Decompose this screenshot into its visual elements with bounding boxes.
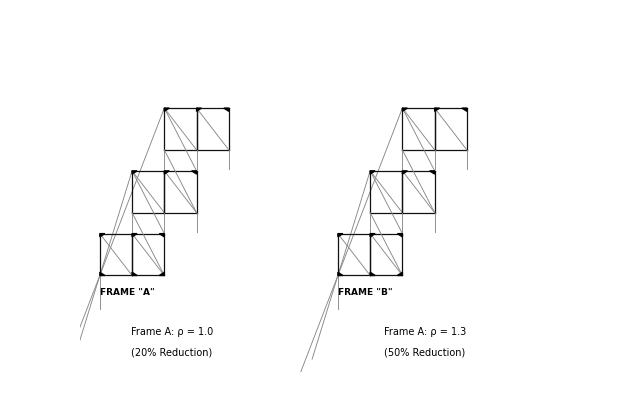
Polygon shape — [403, 108, 408, 111]
Polygon shape — [224, 108, 229, 111]
Polygon shape — [196, 108, 202, 111]
Polygon shape — [435, 108, 440, 111]
Text: FRAME "A": FRAME "A" — [100, 288, 155, 297]
Polygon shape — [100, 234, 105, 237]
Polygon shape — [370, 234, 375, 237]
Polygon shape — [370, 272, 375, 275]
Polygon shape — [132, 272, 137, 275]
Text: FRAME "B": FRAME "B" — [338, 288, 392, 297]
Text: (20% Reduction): (20% Reduction) — [131, 348, 212, 358]
Text: (50% Reduction): (50% Reduction) — [384, 348, 465, 358]
Polygon shape — [191, 171, 196, 174]
Polygon shape — [164, 171, 170, 174]
Polygon shape — [159, 234, 164, 237]
Polygon shape — [429, 171, 435, 174]
Polygon shape — [132, 171, 137, 174]
Polygon shape — [397, 272, 403, 275]
Polygon shape — [338, 234, 343, 237]
Polygon shape — [397, 234, 403, 237]
Polygon shape — [338, 272, 343, 275]
Polygon shape — [403, 171, 407, 174]
Text: Frame A: ρ = 1.3: Frame A: ρ = 1.3 — [383, 327, 466, 337]
Polygon shape — [370, 171, 375, 174]
Polygon shape — [100, 272, 105, 275]
Polygon shape — [462, 108, 467, 111]
Polygon shape — [132, 234, 137, 237]
Text: Frame A: ρ = 1.0: Frame A: ρ = 1.0 — [131, 327, 213, 337]
Polygon shape — [164, 108, 170, 111]
Polygon shape — [159, 272, 164, 275]
